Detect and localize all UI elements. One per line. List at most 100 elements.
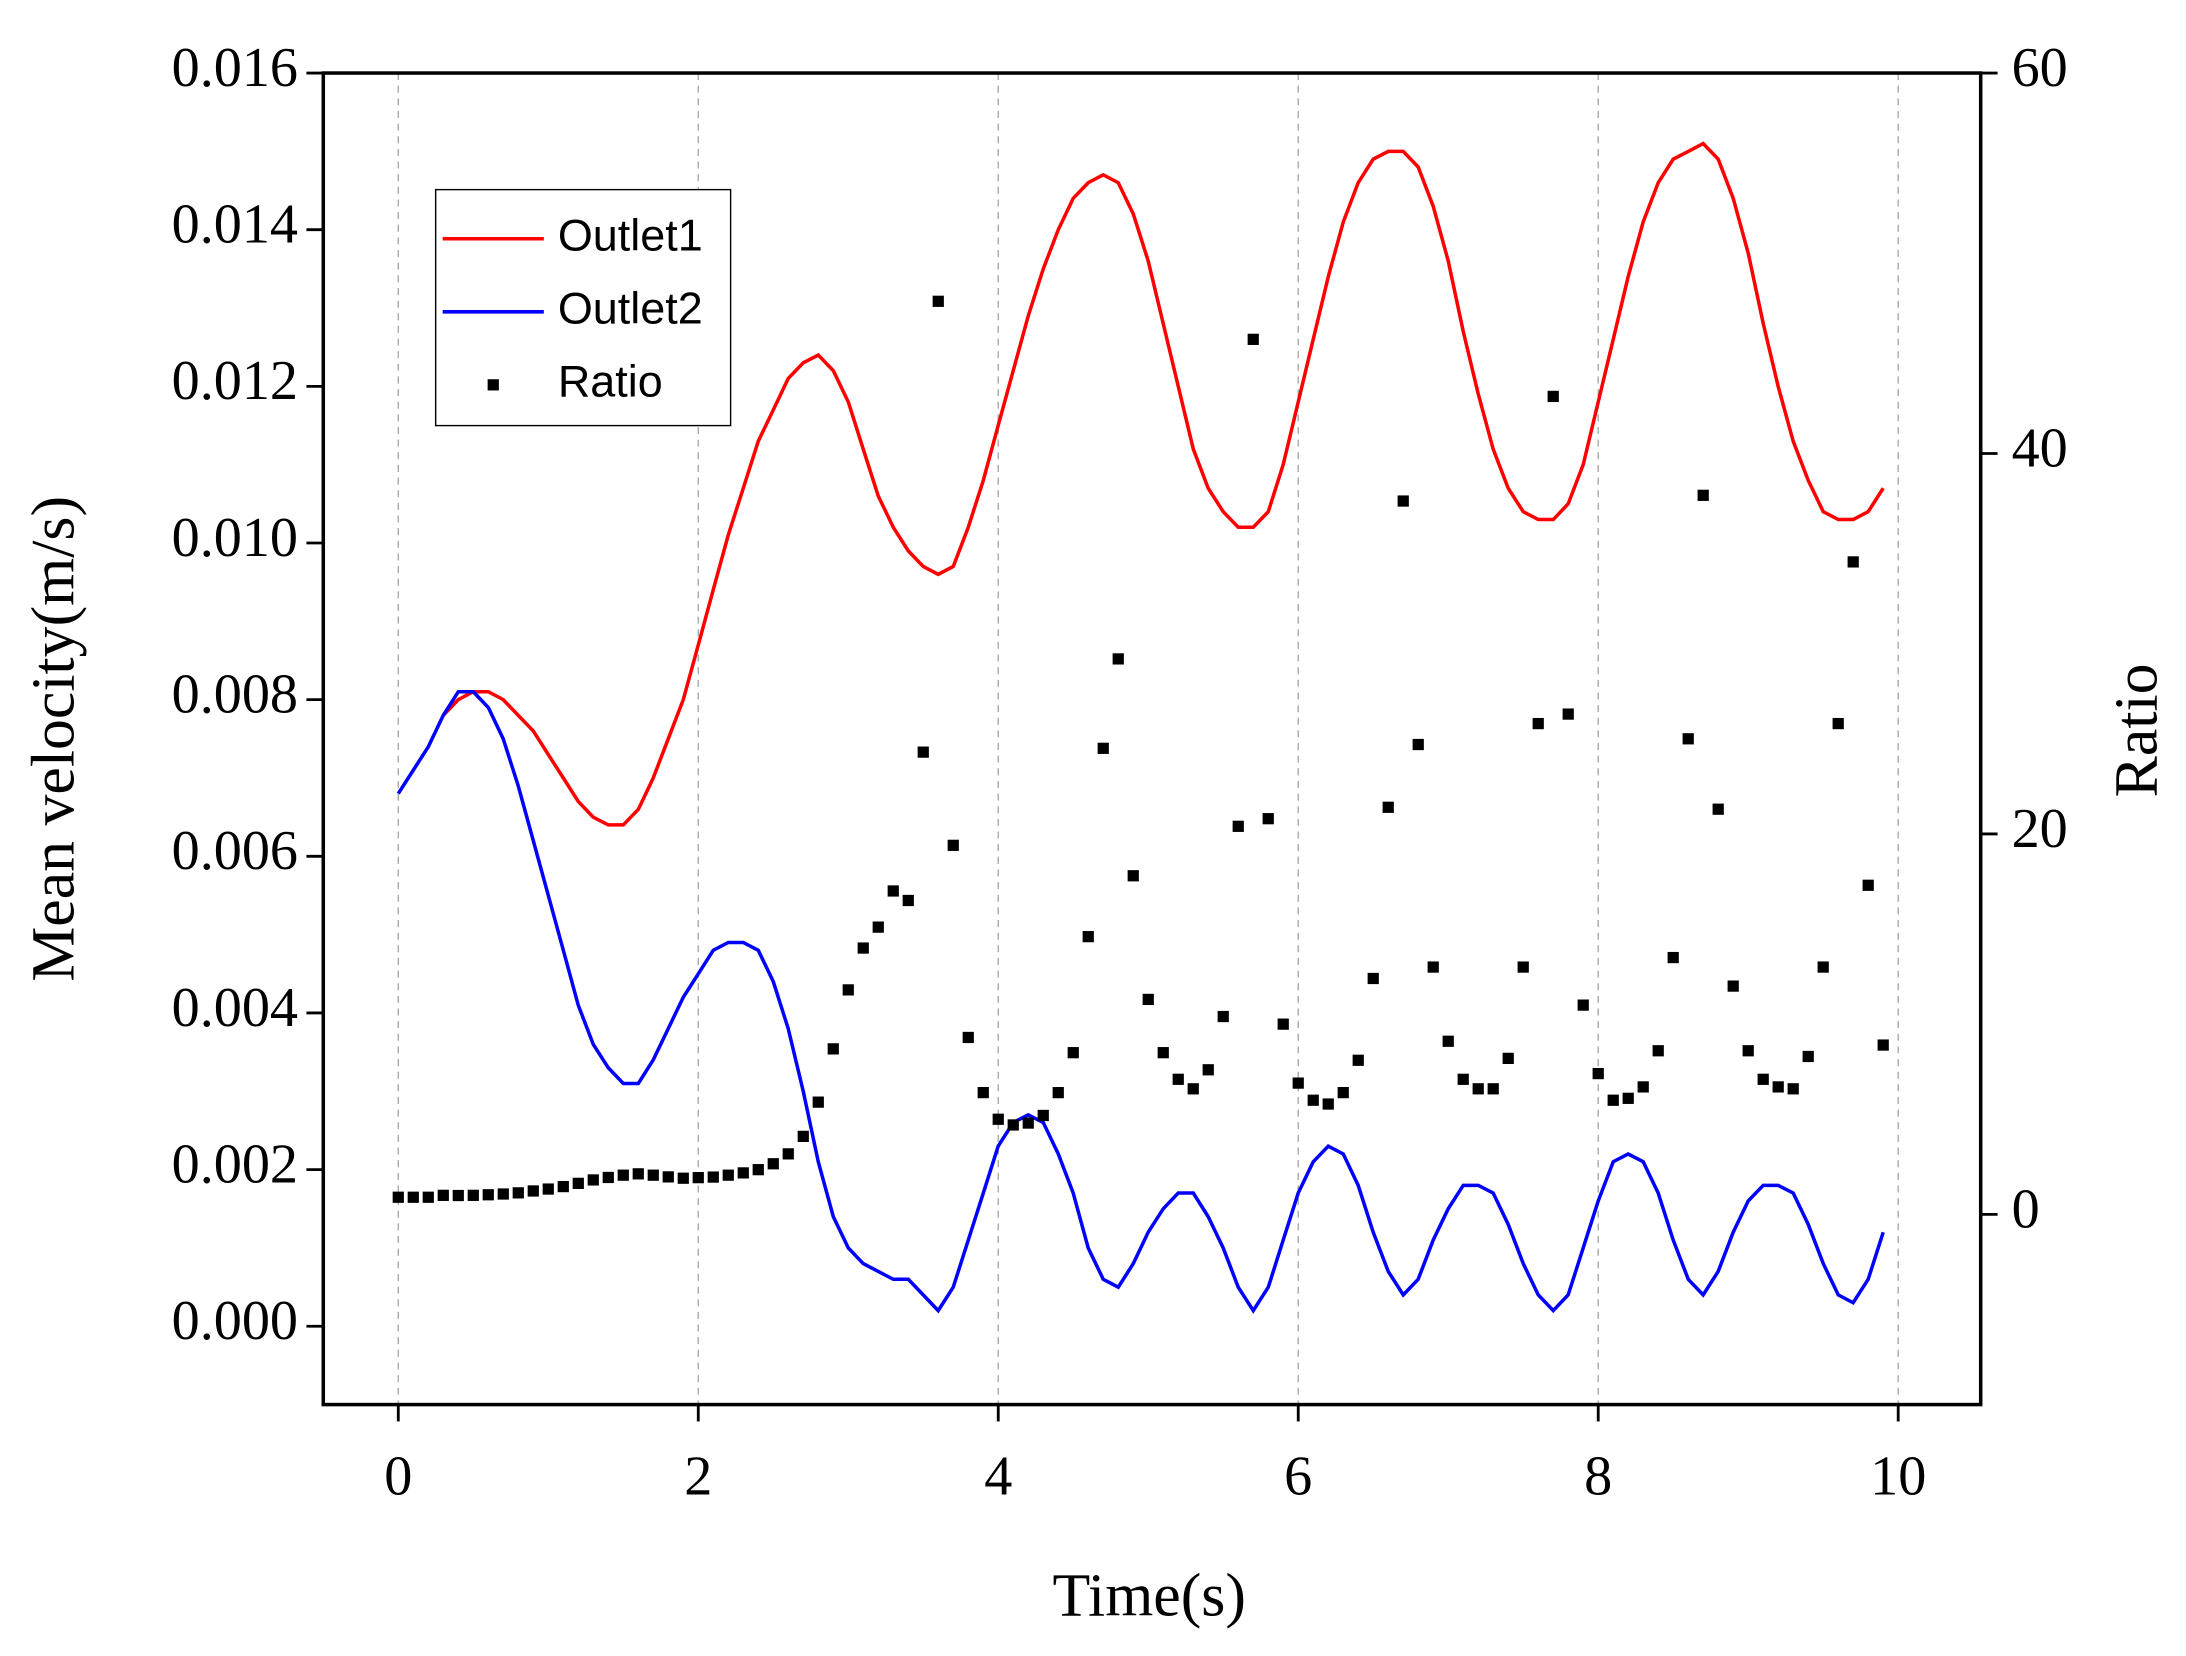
scatter-point	[1292, 1077, 1304, 1089]
scatter-point	[1682, 733, 1694, 745]
scatter-point	[1442, 1035, 1454, 1047]
scatter-point	[902, 894, 914, 907]
scatter-point	[1712, 803, 1724, 815]
scatter-point	[767, 1158, 779, 1170]
scatter-point	[977, 1087, 989, 1099]
x-axis-label: Time(s)	[1052, 1561, 1245, 1629]
y2-axis-label: Ratio	[2102, 663, 2170, 797]
scatter-point	[617, 1169, 629, 1181]
scatter-point	[1217, 1010, 1229, 1023]
y2-tick-label: 60	[2012, 37, 2068, 99]
scatter-point	[392, 1191, 404, 1203]
scatter-point	[1412, 738, 1424, 751]
y-tick-label: 0.006	[172, 820, 298, 882]
scatter-point	[1427, 961, 1439, 973]
y-tick-label: 0.012	[172, 350, 298, 412]
scatter-point	[647, 1169, 659, 1181]
scatter-point	[842, 984, 854, 996]
scatter-point	[1622, 1092, 1634, 1104]
scatter-point	[1757, 1073, 1769, 1085]
y-axis-label: Mean velocity(m/s)	[19, 496, 87, 982]
scatter-point	[1382, 801, 1394, 813]
scatter-point	[677, 1172, 689, 1184]
scatter-point	[512, 1187, 524, 1199]
legend-box	[434, 188, 732, 427]
scatter-point	[1202, 1064, 1214, 1076]
scatter-point	[917, 746, 929, 758]
scatter-point	[632, 1168, 644, 1180]
scatter-point	[527, 1185, 539, 1197]
scatter-point	[1637, 1081, 1649, 1093]
x-tick-label: 2	[684, 1446, 712, 1508]
scatter-point	[1862, 879, 1874, 891]
scatter-point	[752, 1164, 764, 1176]
y2-tick-label: 40	[2012, 417, 2068, 479]
scatter-point	[1082, 931, 1094, 943]
scatter-point	[1232, 820, 1244, 832]
scatter-point	[872, 921, 884, 933]
scatter-point	[812, 1096, 824, 1108]
scatter-point	[1487, 1083, 1499, 1095]
scatter-point	[932, 295, 944, 307]
scatter-point	[1457, 1073, 1469, 1085]
scatter-point	[542, 1183, 554, 1195]
scatter-point	[1007, 1119, 1019, 1131]
scatter-point	[1097, 742, 1109, 754]
scatter-point	[572, 1177, 584, 1189]
scatter-point	[497, 1188, 509, 1200]
scatter-point	[422, 1191, 434, 1203]
y2-tick-label: 0	[2012, 1178, 2040, 1240]
scatter-point	[1367, 972, 1379, 985]
legend-marker	[487, 379, 499, 391]
scatter-point	[1832, 717, 1844, 730]
scatter-point	[1142, 993, 1154, 1006]
y-tick-label: 0.004	[172, 977, 298, 1039]
scatter-point	[1247, 333, 1259, 345]
y2-tick-label: 20	[2012, 798, 2068, 860]
scatter-point	[797, 1130, 809, 1142]
scatter-point	[1472, 1083, 1484, 1095]
scatter-point	[827, 1043, 839, 1055]
scatter-point	[1652, 1045, 1664, 1057]
x-tick-label: 6	[1284, 1446, 1312, 1508]
scatter-point	[602, 1171, 614, 1184]
scatter-point	[1037, 1109, 1049, 1122]
y-tick-label: 0.002	[172, 1133, 298, 1195]
scatter-point	[482, 1189, 494, 1201]
x-tick-label: 10	[1870, 1446, 1926, 1508]
scatter-point	[1052, 1087, 1064, 1099]
y-tick-label: 0.008	[172, 664, 298, 726]
scatter-point	[1847, 556, 1859, 568]
scatter-point	[1742, 1045, 1754, 1057]
scatter-point	[1112, 653, 1124, 665]
scatter-point	[437, 1189, 449, 1201]
scatter-point	[1727, 980, 1739, 992]
scatter-point	[1337, 1087, 1349, 1099]
scatter-point	[1172, 1073, 1184, 1085]
scatter-point	[887, 885, 899, 897]
scatter-point	[992, 1113, 1004, 1125]
scatter-point	[1772, 1081, 1784, 1093]
scatter-point	[1577, 999, 1589, 1011]
x-tick-label: 0	[384, 1446, 412, 1508]
scatter-point	[947, 839, 959, 851]
scatter-point	[1877, 1039, 1889, 1051]
scatter-point	[1322, 1098, 1334, 1110]
scatter-point	[1802, 1050, 1814, 1063]
legend-label: Outlet2	[558, 283, 703, 334]
scatter-point	[1817, 961, 1829, 973]
scatter-point	[1667, 951, 1679, 964]
scatter-point	[1262, 813, 1274, 825]
scatter-point	[707, 1171, 719, 1183]
scatter-point	[1787, 1083, 1799, 1095]
scatter-point	[857, 942, 869, 954]
scatter-point	[452, 1189, 464, 1202]
scatter-point	[1502, 1052, 1514, 1064]
scatter-point	[1022, 1117, 1034, 1129]
scatter-point	[557, 1180, 569, 1193]
scatter-point	[1067, 1047, 1079, 1059]
x-tick-label: 8	[1584, 1446, 1612, 1508]
scatter-point	[1352, 1054, 1364, 1066]
